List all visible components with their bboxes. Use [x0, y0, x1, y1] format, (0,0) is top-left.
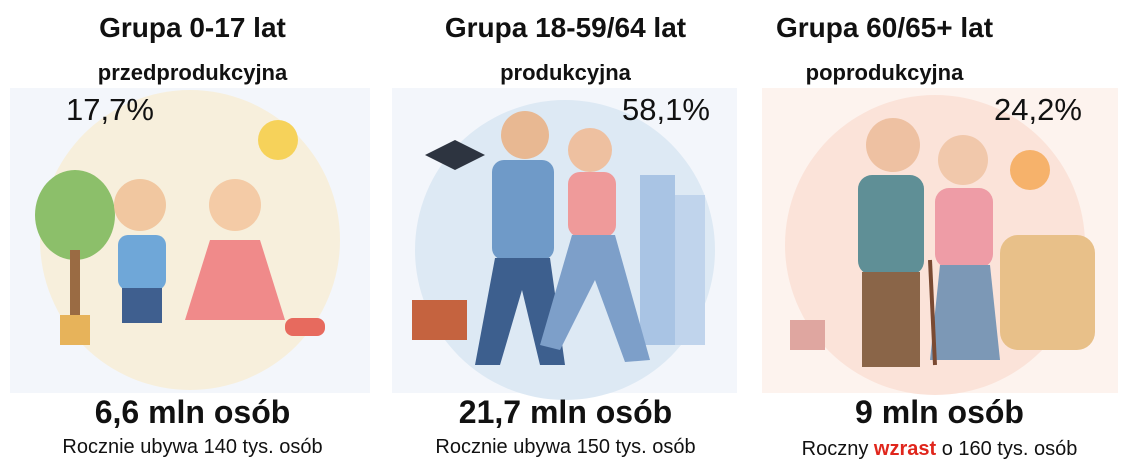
cane	[928, 259, 937, 366]
toy-car	[285, 318, 325, 336]
sunset	[1010, 150, 1050, 190]
note-text: Roczny	[801, 438, 874, 460]
grandpa-sweater	[858, 175, 924, 275]
note-text: o 160 tys. osób	[936, 438, 1078, 460]
sun	[258, 120, 298, 160]
boy-shirt	[118, 235, 166, 290]
boy-head	[114, 179, 166, 231]
panel-title: Grupa 60/65+ lat	[775, 12, 994, 43]
woman-head	[568, 128, 612, 172]
woman-top	[568, 172, 616, 237]
panel-subtitle: przedprodukcyjna	[97, 60, 288, 85]
panel-title: Grupa 0-17 lat	[99, 12, 286, 43]
man-head	[501, 111, 549, 159]
tree	[35, 170, 115, 260]
panel-title: Grupa 18-59/64 lat	[444, 12, 687, 43]
building	[675, 195, 705, 345]
share-label: 24,2%	[994, 92, 1082, 127]
annual-change: Roczny wzrast o 160 tys. osób	[752, 438, 1126, 461]
woman-jeans	[540, 235, 650, 362]
grandpa-trousers	[862, 272, 920, 367]
grandma-head	[938, 135, 988, 185]
graduation-cap	[425, 140, 485, 170]
population-count: 21,7 mln osób	[458, 394, 673, 430]
population-count: 9 mln osób	[855, 394, 1024, 430]
grandpa-head	[866, 118, 920, 172]
armchair	[1000, 235, 1095, 350]
building	[640, 175, 675, 345]
panel-subtitle: poprodukcyjna	[805, 60, 964, 85]
boy-shorts	[122, 288, 162, 323]
panel-subtitle: produkcyjna	[500, 60, 631, 85]
man-shirt	[492, 160, 554, 260]
tree-trunk	[70, 250, 80, 320]
grandma-skirt	[930, 265, 1000, 360]
annual-change: Rocznie ubywa 150 tys. osób	[435, 436, 696, 458]
population-count: 6,6 mln osób	[94, 394, 291, 430]
share-label: 58,1%	[622, 92, 710, 127]
annual-change: Rocznie ubywa 140 tys. osób	[62, 436, 323, 458]
toy-blocks	[60, 315, 90, 345]
flower-pot	[790, 320, 825, 350]
grandma-cardigan	[935, 188, 993, 268]
books	[412, 300, 467, 340]
girl-head	[209, 179, 261, 231]
note-highlight: wzrast	[873, 438, 937, 460]
share-label: 17,7%	[66, 92, 154, 127]
girl-dress	[185, 240, 285, 320]
